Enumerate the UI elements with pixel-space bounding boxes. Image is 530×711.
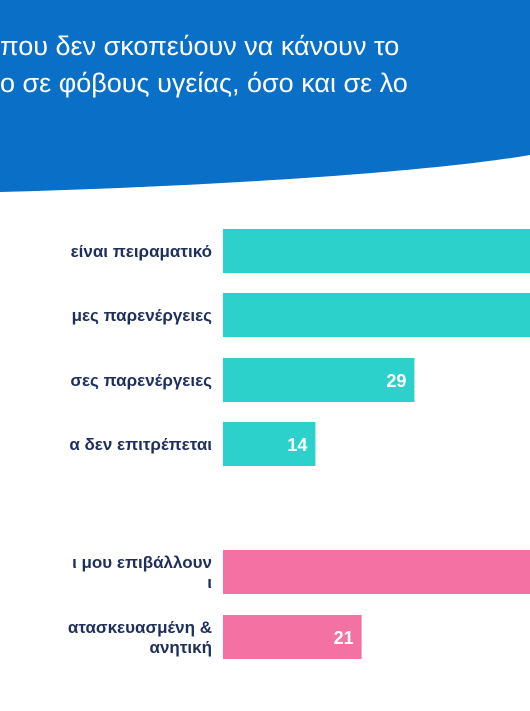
- category-label-4-line-1: ι: [207, 573, 212, 592]
- category-label-2: σες παρενέργειες: [70, 371, 212, 390]
- header-text: που δεν σκοπεύουν να κάνουν το ο σε φόβο…: [0, 28, 530, 102]
- data-label-5: 21: [334, 628, 354, 648]
- header-band: [0, 0, 530, 192]
- data-label-2: 29: [386, 371, 406, 391]
- category-label-3: α δεν επιτρέπεται: [69, 435, 212, 454]
- category-label-0: είναι πειραματικό: [71, 242, 212, 261]
- bar-4: [223, 550, 530, 594]
- bar-1: [223, 293, 530, 337]
- bar-2: [223, 358, 415, 402]
- bar-3: [223, 422, 316, 466]
- category-label-5-line-0: ατασκευασμένη &: [68, 618, 212, 637]
- category-label-1: μες παρενέργειες: [72, 306, 213, 325]
- header-line-2: ο σε φόβους υγείας, όσο και σε λο: [0, 68, 408, 98]
- bar-5: [223, 615, 362, 659]
- header-background: [0, 0, 530, 192]
- category-label-5-line-1: ανητική: [150, 638, 212, 657]
- data-label-3: 14: [287, 435, 307, 455]
- category-label-4-line-0: ι μου επιβάλλουν: [72, 553, 212, 572]
- header-line-1: που δεν σκοπεύουν να κάνουν το: [0, 31, 400, 61]
- bar-0: [223, 229, 530, 273]
